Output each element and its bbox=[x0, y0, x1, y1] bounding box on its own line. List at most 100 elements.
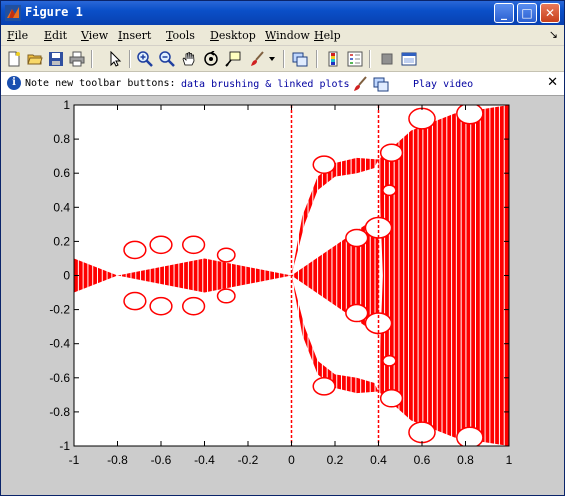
legend-button[interactable] bbox=[345, 49, 365, 69]
data-cursor-button[interactable] bbox=[223, 49, 243, 69]
x-tick-label: 0.6 bbox=[414, 453, 431, 467]
fractal-bulb bbox=[345, 228, 369, 248]
menu-help[interactable]: Help bbox=[314, 29, 341, 42]
fractal-bulb bbox=[216, 247, 236, 263]
fractal-region bbox=[117, 258, 292, 293]
matlab-icon bbox=[5, 5, 21, 21]
x-tick-label: -0.6 bbox=[151, 453, 172, 467]
fractal-bulb bbox=[312, 155, 336, 174]
zoom-in-icon bbox=[137, 51, 153, 67]
brush-icon bbox=[354, 76, 367, 91]
fractal-bulb bbox=[345, 303, 369, 323]
x-tick-label: 0.2 bbox=[327, 453, 344, 467]
fractal-bulb bbox=[364, 312, 393, 335]
menu-desktop[interactable]: Desktop bbox=[210, 29, 256, 42]
fractal-bulb bbox=[382, 354, 397, 367]
zoom-in-button[interactable] bbox=[135, 49, 155, 69]
save-icon bbox=[49, 52, 63, 66]
y-tick-label: -0.8 bbox=[49, 405, 70, 419]
data-cursor-icon bbox=[225, 51, 241, 67]
y-tick-label: -0.4 bbox=[49, 337, 70, 351]
chevron-down-icon bbox=[269, 57, 275, 61]
y-tick-label: -0.2 bbox=[49, 303, 70, 317]
fractal-bulb bbox=[149, 296, 173, 316]
new-figure-button[interactable] bbox=[4, 49, 24, 69]
menu-window[interactable]: Window bbox=[265, 29, 310, 42]
maximize-button[interactable]: □ bbox=[517, 3, 537, 23]
play-video-link[interactable]: Play video bbox=[413, 79, 474, 90]
link-plot-button[interactable] bbox=[290, 49, 310, 69]
toolbar-separator bbox=[91, 50, 93, 68]
menu-edit[interactable]: Edit bbox=[44, 29, 68, 42]
close-button[interactable]: ✕ bbox=[540, 3, 560, 23]
show-plot-tools-button[interactable] bbox=[399, 49, 419, 69]
colorbar-button[interactable] bbox=[323, 49, 343, 69]
x-tick-label: -0.8 bbox=[107, 453, 128, 467]
fractal-bulb bbox=[123, 291, 147, 311]
fractal-bulb bbox=[312, 377, 336, 396]
toolbar-separator bbox=[369, 50, 371, 68]
fractal-region bbox=[378, 105, 509, 446]
edit-plot-button[interactable] bbox=[105, 49, 125, 69]
data-brushing-link[interactable]: data brushing & linked plots bbox=[181, 79, 350, 90]
x-tick-label: -1 bbox=[69, 453, 80, 467]
pan-button[interactable] bbox=[179, 49, 199, 69]
save-button[interactable] bbox=[46, 49, 66, 69]
hide-plot-tools-button[interactable] bbox=[377, 49, 397, 69]
fractal-bulb bbox=[456, 426, 484, 446]
fractal-bulb bbox=[382, 184, 397, 197]
brush-dropdown[interactable] bbox=[267, 49, 277, 69]
fractal-bulb bbox=[216, 288, 236, 304]
y-tick-label: -0.6 bbox=[49, 371, 70, 385]
rotate-3d-button[interactable] bbox=[201, 49, 221, 69]
y-tick-label: 0.6 bbox=[53, 166, 70, 180]
toolbar-separator bbox=[129, 50, 131, 68]
window-title: Figure 1 bbox=[25, 5, 83, 19]
fractal-bulb bbox=[408, 107, 436, 130]
y-tick-label: 0.8 bbox=[53, 132, 70, 146]
title-bar[interactable]: Figure 1 _ □ ✕ bbox=[1, 1, 564, 25]
menu-view[interactable]: View bbox=[81, 29, 109, 42]
x-tick-label: 0.8 bbox=[457, 453, 474, 467]
fractal-bulbs bbox=[123, 105, 484, 446]
fractal-regions bbox=[74, 105, 509, 446]
info-icon: i bbox=[7, 76, 21, 90]
show-plot-tools-icon bbox=[401, 52, 417, 66]
hand-icon bbox=[182, 51, 195, 66]
menu-insert[interactable]: Insert bbox=[118, 29, 152, 42]
brush-button[interactable] bbox=[247, 49, 267, 69]
y-tick-label: -1 bbox=[59, 439, 70, 453]
x-tick-label: 0.4 bbox=[370, 453, 387, 467]
y-tick-label: 0 bbox=[63, 269, 70, 283]
fractal-bulb bbox=[379, 388, 404, 408]
menu-bar: File Edit View Insert Tools Desktop Wind… bbox=[1, 25, 564, 46]
minimize-button[interactable]: _ bbox=[494, 3, 514, 23]
info-note: Note new toolbar buttons: bbox=[25, 78, 176, 89]
open-file-button[interactable] bbox=[25, 49, 45, 69]
x-axis: -1 -0.8 -0.6 -0.4 -0.2 0 0.2 0.4 0.6 0.8 1 bbox=[69, 105, 513, 467]
brush-icon bbox=[251, 51, 264, 66]
colorbar-icon bbox=[328, 51, 338, 67]
fractal-bulb bbox=[123, 240, 147, 260]
y-tick-label: 1 bbox=[63, 98, 70, 112]
hide-plot-tools-icon bbox=[381, 53, 393, 65]
x-tick-label: -0.2 bbox=[238, 453, 259, 467]
info-bar: i Note new toolbar buttons: data brushin… bbox=[1, 72, 564, 96]
menu-tools[interactable]: Tools bbox=[166, 29, 195, 42]
legend-icon bbox=[347, 51, 363, 67]
fractal-bulb bbox=[456, 105, 484, 125]
fractal-region bbox=[74, 258, 118, 293]
toolbar-separator bbox=[283, 50, 285, 68]
x-tick-label: -0.4 bbox=[194, 453, 215, 467]
fractal-bulb bbox=[408, 421, 436, 444]
figure-canvas[interactable]: -1 -0.8 -0.6 -0.4 -0.2 0 0.2 0.4 0.6 0.8 1 1 0.8 0.6… bbox=[1, 96, 564, 495]
fractal-bulb bbox=[149, 235, 173, 255]
fractal-bulb bbox=[182, 296, 206, 316]
close-icon[interactable]: ✕ bbox=[547, 75, 558, 90]
zoom-out-button[interactable] bbox=[157, 49, 177, 69]
menu-file[interactable]: File bbox=[7, 29, 29, 42]
print-button[interactable] bbox=[67, 49, 87, 69]
folder-open-icon bbox=[27, 54, 43, 65]
menu-overflow-icon[interactable]: ↘ bbox=[548, 28, 558, 41]
